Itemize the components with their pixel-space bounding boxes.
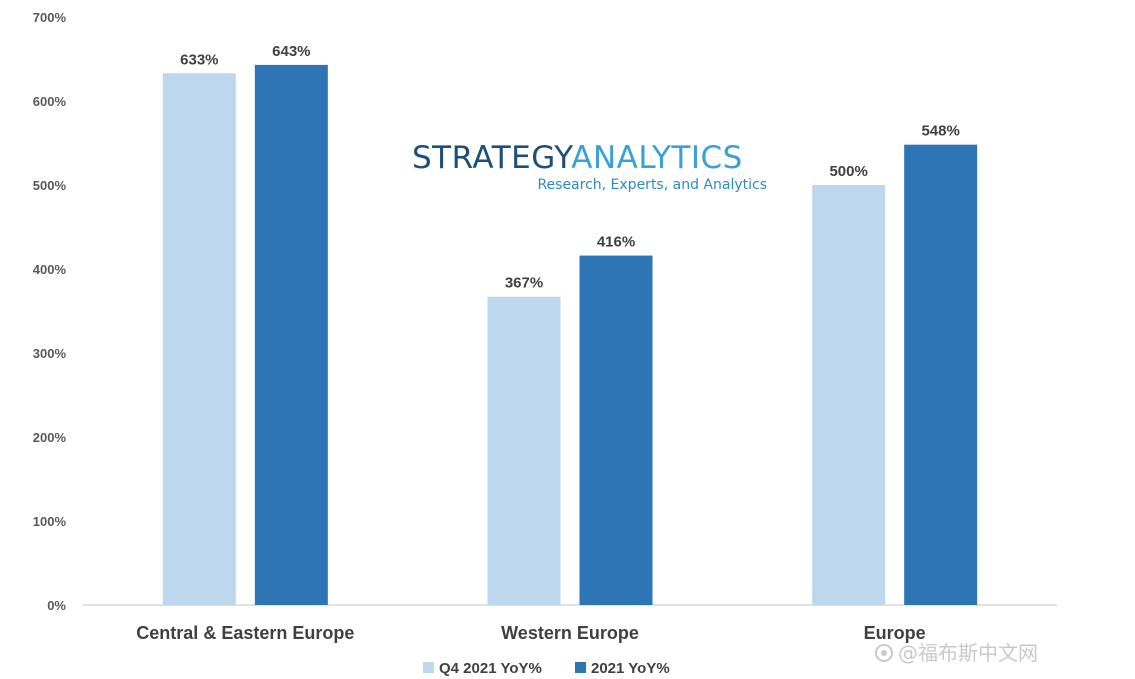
logo: STRATEGYANALYTICS Research, Experts, and…: [412, 140, 767, 193]
y-tick-label: 500%: [33, 178, 67, 193]
svg-text:STRATEGYANALYTICS: STRATEGYANALYTICS: [412, 140, 743, 176]
category-labels: Central & Eastern Europe Western Europe Eu…: [136, 623, 925, 643]
watermark-text: @福布斯中文网: [898, 641, 1038, 665]
data-label: 548%: [921, 123, 959, 140]
data-label: 643%: [272, 43, 310, 60]
legend-swatch: [575, 662, 586, 673]
y-tick-label: 300%: [33, 346, 67, 361]
legend: Q4 2021 YoY% 2021 YoY%: [423, 660, 670, 677]
legend-swatch: [423, 662, 434, 673]
legend-label: 2021 YoY%: [591, 660, 670, 677]
bar: [812, 185, 886, 605]
watermark: @福布斯中文网: [875, 641, 1038, 665]
bar: [254, 64, 328, 605]
y-tick-label: 400%: [33, 262, 67, 277]
y-tick-label: 0%: [47, 598, 66, 613]
category-label: Europe: [864, 623, 926, 643]
data-label: 633%: [180, 51, 218, 68]
y-tick-label: 600%: [33, 94, 67, 109]
logo-word-strategy: STRATEGY: [412, 140, 573, 176]
data-label: 500%: [829, 163, 867, 180]
y-tick-label: 100%: [33, 514, 67, 529]
logo-word-analytics: ANALYTICS: [571, 140, 743, 176]
bar: [162, 73, 236, 605]
bar: [579, 255, 653, 605]
category-label: Western Europe: [501, 623, 639, 643]
y-axis: 0% 100% 200% 300% 400% 500% 600% 700%: [33, 10, 67, 613]
legend-label: Q4 2021 YoY%: [439, 660, 542, 677]
data-label: 416%: [597, 234, 635, 251]
data-label: 367%: [505, 275, 543, 292]
bar: [487, 296, 561, 605]
y-tick-label: 700%: [33, 10, 67, 25]
category-label: Central & Eastern Europe: [136, 623, 354, 643]
bar: [904, 144, 978, 605]
bars: 633% 643% 367% 416% 500% 548%: [162, 43, 978, 605]
logo-tagline: Research, Experts, and Analytics: [537, 177, 767, 193]
y-tick-label: 200%: [33, 430, 67, 445]
